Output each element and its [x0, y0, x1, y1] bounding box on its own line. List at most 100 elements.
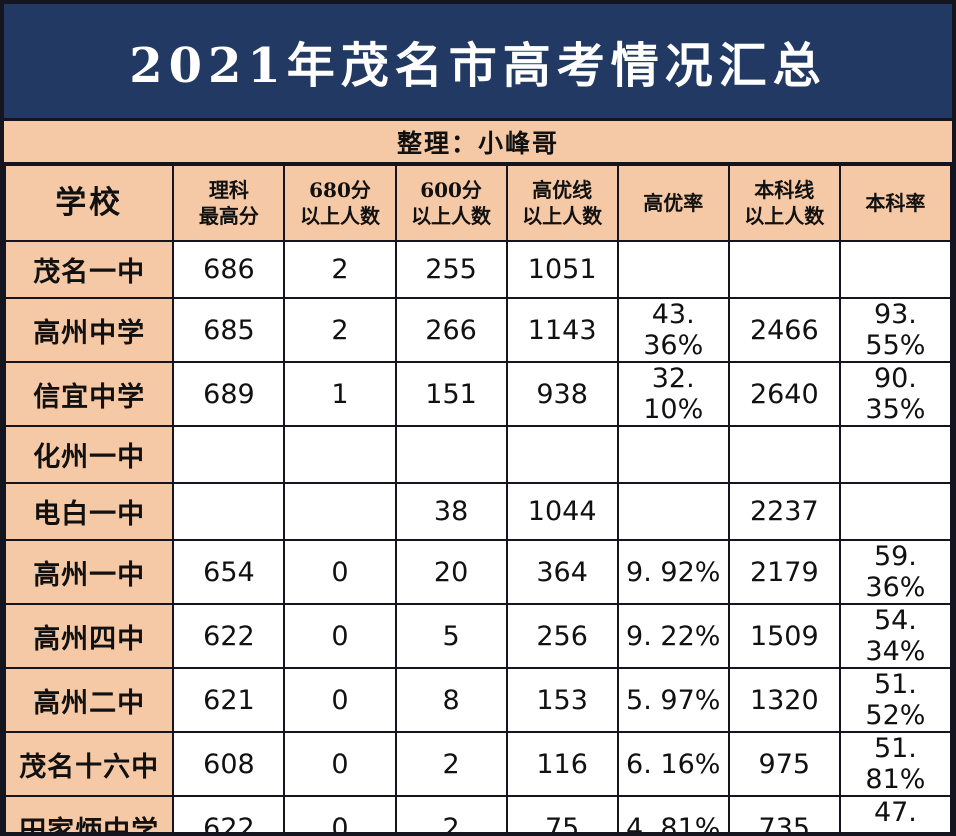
cell-above-undergrad: 975 — [727, 731, 841, 797]
cell-above-priority: 364 — [505, 539, 619, 605]
table-row: 化州一中 — [4, 425, 952, 484]
header-row: 学校 理科 最高分 680分 以上人数 600分 以上人数 高优线 以上人数 高优率 本科线… — [4, 164, 952, 242]
cell-school: 高州四中 — [4, 603, 175, 669]
cell-undergrad-rate: 90. 35% — [838, 361, 952, 427]
cell-science-top: 622 — [172, 603, 286, 669]
cell-above-priority: 1044 — [505, 482, 619, 541]
cell-school: 茂名一中 — [4, 240, 175, 299]
cell-above-600: 5 — [394, 603, 508, 669]
col-header-priority-rate: 高优率 — [616, 164, 730, 242]
col-header-science-top: 理科 最高分 — [172, 164, 286, 242]
cell-above-600: 38 — [394, 482, 508, 541]
cell-school: 田家炳中学 — [4, 795, 175, 832]
cell-above-undergrad — [727, 240, 841, 299]
cell-above-undergrad: 1509 — [727, 603, 841, 669]
cell-above-priority: 75 — [505, 795, 619, 832]
col-header-above-600: 600分 以上人数 — [394, 164, 508, 242]
cell-undergrad-rate — [838, 425, 952, 484]
cell-undergrad-rate — [838, 482, 952, 541]
gaokao-summary-table: 学校 理科 最高分 680分 以上人数 600分 以上人数 高优线 以上人数 高优率 本科线… — [4, 164, 952, 832]
cell-above-600 — [394, 425, 508, 484]
subtitle-bar: 整理：小峰哥 — [4, 121, 952, 164]
cell-above-undergrad: 735 — [727, 795, 841, 832]
cell-science-top: 689 — [172, 361, 286, 427]
cell-above-undergrad: 2640 — [727, 361, 841, 427]
cell-above-600: 8 — [394, 667, 508, 733]
cell-above-680: 0 — [283, 731, 397, 797]
col-header-above-priority: 高优线 以上人数 — [505, 164, 619, 242]
cell-above-600: 255 — [394, 240, 508, 299]
cell-priority-rate — [616, 482, 730, 541]
cell-science-top: 654 — [172, 539, 286, 605]
title-bar: 2021年茂名市高考情况汇总 — [4, 4, 952, 121]
cell-science-top: 621 — [172, 667, 286, 733]
table-body: 茂名一中 686 2 255 1051 高州中学 685 2 266 1143 43. 36% 246… — [4, 240, 952, 832]
col-header-undergrad-rate: 本科率 — [838, 164, 952, 242]
cell-priority-rate — [616, 425, 730, 484]
cell-school: 化州一中 — [4, 425, 175, 484]
cell-priority-rate: 43. 36% — [616, 297, 730, 363]
cell-above-priority: 256 — [505, 603, 619, 669]
table-row: 信宜中学 689 1 151 938 32. 10% 2640 90. 35% — [4, 361, 952, 427]
table-row: 高州中学 685 2 266 1143 43. 36% 2466 93. 55% — [4, 297, 952, 363]
cell-priority-rate: 6. 16% — [616, 731, 730, 797]
cell-above-priority: 938 — [505, 361, 619, 427]
cell-above-680 — [283, 425, 397, 484]
page-title: 2021年茂名市高考情况汇总 — [129, 38, 827, 94]
cell-science-top: 685 — [172, 297, 286, 363]
cell-undergrad-rate — [838, 240, 952, 299]
cell-above-undergrad: 2466 — [727, 297, 841, 363]
cell-undergrad-rate: 93. 55% — [838, 297, 952, 363]
cell-school: 高州一中 — [4, 539, 175, 605]
cell-above-undergrad — [727, 425, 841, 484]
cell-above-priority: 1051 — [505, 240, 619, 299]
cell-undergrad-rate: 51. 81% — [838, 731, 952, 797]
table-row: 高州一中 654 0 20 364 9. 92% 2179 59. 36% — [4, 539, 952, 605]
cell-above-680: 0 — [283, 539, 397, 605]
cell-above-undergrad: 2179 — [727, 539, 841, 605]
table-row: 茂名十六中 608 0 2 116 6. 16% 975 51. 81% — [4, 731, 952, 797]
cell-undergrad-rate: 59. 36% — [838, 539, 952, 605]
cell-above-priority: 1143 — [505, 297, 619, 363]
cell-priority-rate: 32. 10% — [616, 361, 730, 427]
cell-science-top — [172, 425, 286, 484]
cell-above-600: 151 — [394, 361, 508, 427]
cell-undergrad-rate: 47. 18% — [838, 795, 952, 832]
cell-above-priority: 116 — [505, 731, 619, 797]
cell-school: 茂名十六中 — [4, 731, 175, 797]
cell-priority-rate: 9. 22% — [616, 603, 730, 669]
cell-above-680: 1 — [283, 361, 397, 427]
cell-above-600: 2 — [394, 731, 508, 797]
col-header-school: 学校 — [4, 164, 175, 242]
table-row: 茂名一中 686 2 255 1051 — [4, 240, 952, 299]
cell-priority-rate: 9. 92% — [616, 539, 730, 605]
cell-above-680: 0 — [283, 795, 397, 832]
cell-above-680 — [283, 482, 397, 541]
cell-above-600: 2 — [394, 795, 508, 832]
cell-priority-rate: 5. 97% — [616, 667, 730, 733]
table-header: 学校 理科 最高分 680分 以上人数 600分 以上人数 高优线 以上人数 高优率 本科线… — [4, 164, 952, 242]
table-row: 电白一中 38 1044 2237 — [4, 482, 952, 541]
cell-undergrad-rate: 54. 34% — [838, 603, 952, 669]
cell-above-priority — [505, 425, 619, 484]
cell-above-680: 2 — [283, 297, 397, 363]
cell-above-600: 266 — [394, 297, 508, 363]
cell-undergrad-rate: 51. 52% — [838, 667, 952, 733]
cell-above-680: 2 — [283, 240, 397, 299]
cell-science-top: 622 — [172, 795, 286, 832]
cell-science-top: 608 — [172, 731, 286, 797]
cell-above-priority: 153 — [505, 667, 619, 733]
cell-school: 高州中学 — [4, 297, 175, 363]
cell-science-top: 686 — [172, 240, 286, 299]
compiler-credit: 整理：小峰哥 — [396, 128, 559, 158]
cell-above-undergrad: 1320 — [727, 667, 841, 733]
cell-above-680: 0 — [283, 603, 397, 669]
table-row: 高州四中 622 0 5 256 9. 22% 1509 54. 34% — [4, 603, 952, 669]
cell-priority-rate — [616, 240, 730, 299]
cell-science-top — [172, 482, 286, 541]
cell-above-undergrad: 2237 — [727, 482, 841, 541]
col-header-above-undergrad: 本科线 以上人数 — [727, 164, 841, 242]
table-row: 高州二中 621 0 8 153 5. 97% 1320 51. 52% — [4, 667, 952, 733]
